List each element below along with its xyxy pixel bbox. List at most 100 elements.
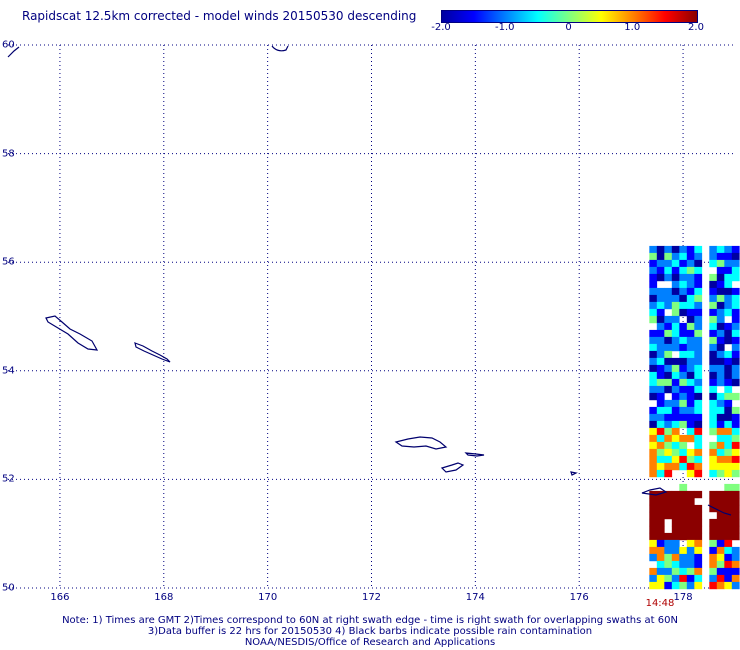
wind-cell [664, 539, 673, 548]
wind-cell [679, 245, 688, 254]
wind-cell [686, 308, 695, 317]
wind-cell [649, 546, 658, 555]
wind-cell [671, 329, 680, 338]
wind-cell [686, 406, 695, 415]
wind-cell [724, 266, 733, 275]
colorbar [441, 10, 698, 23]
wind-cell [664, 371, 673, 380]
wind-cell [731, 287, 740, 296]
wind-cell [649, 504, 658, 513]
wind-cell [649, 567, 658, 576]
wind-cell [716, 399, 725, 408]
wind-cell [716, 266, 725, 275]
wind-cell [724, 280, 733, 289]
wind-cell [679, 490, 688, 499]
wind-cell [731, 350, 740, 359]
wind-cell [649, 378, 658, 387]
wind-cell [656, 259, 665, 268]
wind-cell [686, 266, 695, 275]
wind-cell [679, 413, 688, 422]
wind-cell [694, 322, 703, 331]
wind-cell [649, 406, 658, 415]
wind-cell [671, 539, 680, 548]
wind-cell [724, 371, 733, 380]
wind-cell [709, 364, 718, 373]
wind-cell [656, 539, 665, 548]
wind-cell [679, 504, 688, 513]
colorbar-fill [442, 11, 697, 22]
wind-cell [679, 434, 688, 443]
wind-cell [716, 336, 725, 345]
wind-cell [716, 280, 725, 289]
wind-cell [664, 301, 673, 310]
wind-cell [709, 406, 718, 415]
wind-cell [709, 567, 718, 576]
wind-cell [724, 546, 733, 555]
wind-cell [679, 308, 688, 317]
wind-cell [694, 511, 703, 520]
wind-cell [716, 462, 725, 471]
wind-cell [731, 581, 740, 590]
wind-cell [656, 343, 665, 352]
wind-cell [709, 518, 718, 527]
wind-cell [686, 581, 695, 590]
wind-cell [679, 553, 688, 562]
wind-cell [724, 497, 733, 506]
wind-cell [679, 525, 688, 534]
wind-cell [731, 420, 740, 429]
wind-cell [671, 462, 680, 471]
wind-cell [724, 560, 733, 569]
wind-cell [656, 336, 665, 345]
wind-cell [649, 252, 658, 261]
wind-cell [731, 357, 740, 366]
wind-cell [671, 385, 680, 394]
coastline-island [394, 436, 448, 450]
wind-cell [694, 490, 703, 499]
wind-cell [649, 294, 658, 303]
wind-cell [731, 427, 740, 436]
wind-cell [671, 245, 680, 254]
wind-cell [686, 322, 695, 331]
wind-cell [709, 301, 718, 310]
wind-cell [686, 252, 695, 261]
wind-cell [724, 567, 733, 576]
wind-cell [679, 301, 688, 310]
wind-cell [686, 448, 695, 457]
wind-cell [724, 525, 733, 534]
wind-cell [709, 427, 718, 436]
wind-cell [656, 413, 665, 422]
wind-cell [671, 301, 680, 310]
latitude-label: 58 [2, 148, 15, 160]
coastline-island [464, 452, 485, 457]
wind-cell [709, 497, 718, 506]
wind-cell [694, 392, 703, 401]
wind-cell [679, 266, 688, 275]
wind-cell [679, 518, 688, 527]
wind-cell [694, 441, 703, 450]
wind-cell [724, 462, 733, 471]
wind-cell [686, 574, 695, 583]
wind-cell [679, 336, 688, 345]
wind-cell [716, 525, 725, 534]
wind-cell [679, 420, 688, 429]
wind-cell [664, 434, 673, 443]
wind-cell [649, 350, 658, 359]
wind-cell [716, 427, 725, 436]
wind-cell [731, 546, 740, 555]
wind-cell [724, 427, 733, 436]
wind-cell [649, 574, 658, 583]
wind-cell [671, 504, 680, 513]
wind-cell [671, 532, 680, 541]
wind-cell [724, 329, 733, 338]
wind-cell [649, 308, 658, 317]
note-line-1: Note: 1) Times are GMT 2)Times correspon… [62, 615, 678, 626]
wind-cell [716, 567, 725, 576]
wind-cell [671, 343, 680, 352]
wind-cell [649, 553, 658, 562]
wind-cell [694, 245, 703, 254]
wind-cell [731, 322, 740, 331]
wind-cell [716, 497, 725, 506]
wind-cell [731, 532, 740, 541]
wind-cell [694, 469, 703, 478]
